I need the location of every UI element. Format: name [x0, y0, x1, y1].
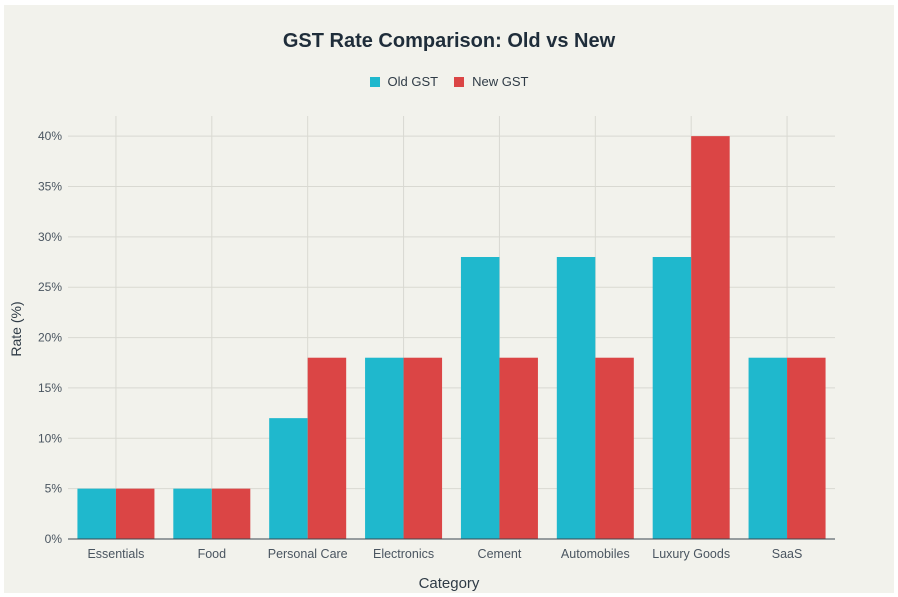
bar-old — [269, 418, 308, 539]
legend-swatch-new — [454, 76, 465, 87]
bar-old — [365, 357, 404, 539]
x-tick-label: Personal Care — [268, 547, 348, 561]
x-tick-label: Essentials — [87, 547, 144, 561]
y-tick-label: 35% — [38, 180, 62, 194]
bar-new — [115, 488, 155, 539]
y-tick-label: 20% — [38, 331, 62, 345]
bar-old — [748, 357, 788, 539]
y-tick-label: 0% — [45, 532, 63, 546]
bar-new — [307, 357, 347, 539]
x-tick-label: Automobiles — [561, 547, 630, 561]
bar-new — [787, 357, 826, 539]
y-tick-label: 10% — [38, 431, 62, 445]
y-tick-label: 30% — [38, 230, 62, 244]
x-tick-label: SaaS — [772, 547, 803, 561]
chart-title: GST Rate Comparison: Old vs New — [282, 30, 616, 52]
bar-new — [499, 357, 538, 539]
x-tick-label: Food — [198, 547, 227, 561]
legend-label-old: Old GST — [387, 74, 439, 89]
x-tick-label: Electronics — [373, 547, 434, 561]
bar-new — [595, 357, 634, 539]
legend-item-old[interactable]: Old GST — [369, 74, 439, 89]
bar-old — [460, 257, 500, 539]
bar-new — [403, 357, 443, 539]
y-tick-label: 40% — [38, 129, 62, 143]
y-tick-label: 15% — [38, 381, 62, 395]
y-tick-label: 25% — [38, 280, 62, 294]
bar-old — [652, 257, 692, 539]
legend-item-new[interactable]: New GST — [454, 74, 528, 89]
x-tick-label: Cement — [478, 547, 522, 561]
y-tick-label: 5% — [45, 482, 63, 496]
bar-new — [691, 136, 730, 539]
bar-new — [211, 488, 251, 539]
x-axis-label: Category — [418, 575, 480, 592]
legend: Old GST New GST — [0, 74, 898, 89]
bar-old — [173, 488, 212, 539]
legend-label-new: New GST — [472, 74, 529, 89]
bar-old — [77, 488, 116, 539]
bar-old — [556, 257, 596, 539]
x-tick-label: Luxury Goods — [652, 547, 730, 561]
legend-swatch-old — [369, 76, 380, 87]
